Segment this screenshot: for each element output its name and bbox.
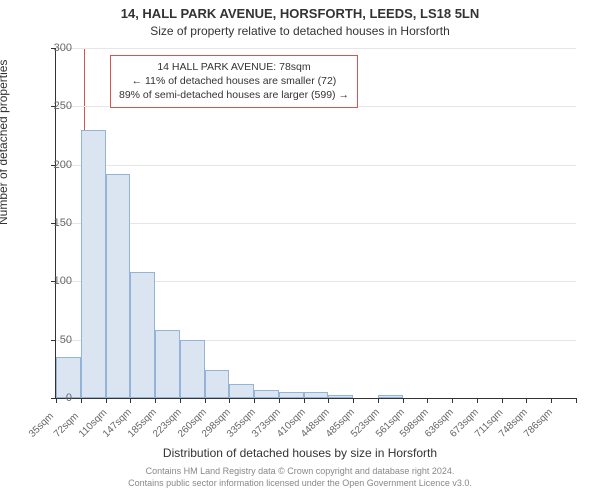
xtick-mark xyxy=(452,398,453,403)
chart-title-line1: 14, HALL PARK AVENUE, HORSFORTH, LEEDS, … xyxy=(0,6,600,21)
xtick-mark xyxy=(180,398,181,403)
xtick-mark xyxy=(403,398,404,403)
xtick-mark xyxy=(130,398,131,403)
histogram-bar xyxy=(130,272,155,398)
histogram-bar xyxy=(81,130,106,398)
legend-line2: ← 11% of detached houses are smaller (72… xyxy=(119,74,349,88)
histogram-bar xyxy=(229,384,254,398)
gridline xyxy=(56,165,576,166)
xtick-mark xyxy=(304,398,305,403)
xtick-mark xyxy=(205,398,206,403)
xtick-mark xyxy=(81,398,82,403)
ytick-label: 300 xyxy=(32,42,72,54)
xtick-mark xyxy=(353,398,354,403)
histogram-bar xyxy=(279,392,304,398)
xtick-mark xyxy=(106,398,107,403)
xtick-label: 35sqm xyxy=(27,411,56,440)
xtick-mark xyxy=(427,398,428,403)
ytick-label: 0 xyxy=(32,392,72,404)
y-axis-label: Number of detached properties xyxy=(0,60,10,225)
xtick-mark xyxy=(254,398,255,403)
ytick-label: 250 xyxy=(32,100,72,112)
xtick-mark xyxy=(279,398,280,403)
chart-container: 14, HALL PARK AVENUE, HORSFORTH, LEEDS, … xyxy=(0,0,600,500)
histogram-bar xyxy=(180,340,205,398)
legend-line3: 89% of semi-detached houses are larger (… xyxy=(119,88,349,102)
x-axis-label: Distribution of detached houses by size … xyxy=(0,446,600,460)
xtick-mark xyxy=(229,398,230,403)
legend-box: 14 HALL PARK AVENUE: 78sqm ← 11% of deta… xyxy=(110,55,358,108)
histogram-bar xyxy=(328,395,353,399)
xtick-mark xyxy=(576,398,577,403)
histogram-bar xyxy=(304,392,329,398)
histogram-bar xyxy=(155,330,180,398)
xtick-mark xyxy=(551,398,552,403)
ytick-label: 150 xyxy=(32,217,72,229)
histogram-bar xyxy=(106,174,131,398)
chart-title-line2: Size of property relative to detached ho… xyxy=(0,24,600,38)
ytick-label: 200 xyxy=(32,159,72,171)
xtick-mark xyxy=(477,398,478,403)
legend-line1: 14 HALL PARK AVENUE: 78sqm xyxy=(119,60,349,74)
footer: Contains HM Land Registry data © Crown c… xyxy=(0,466,600,489)
gridline xyxy=(56,223,576,224)
gridline xyxy=(56,48,576,49)
xtick-mark xyxy=(328,398,329,403)
histogram-bar xyxy=(205,370,230,398)
ytick-label: 50 xyxy=(32,334,72,346)
xtick-mark xyxy=(502,398,503,403)
histogram-bar xyxy=(378,395,403,399)
footer-line1: Contains HM Land Registry data © Crown c… xyxy=(0,466,600,478)
ytick-label: 100 xyxy=(32,275,72,287)
xtick-mark xyxy=(155,398,156,403)
histogram-bar xyxy=(254,390,279,398)
xtick-mark xyxy=(378,398,379,403)
xtick-mark xyxy=(526,398,527,403)
footer-line2: Contains public sector information licen… xyxy=(0,478,600,490)
xtick-label: 72sqm xyxy=(52,411,81,440)
